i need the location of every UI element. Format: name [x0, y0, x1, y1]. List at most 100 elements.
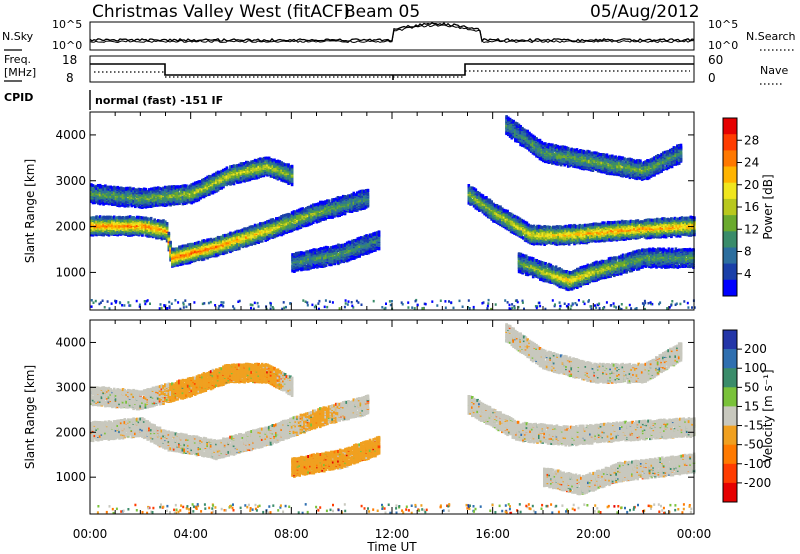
range-cell [232, 240, 236, 244]
range-cell [255, 228, 259, 232]
range-cell [238, 229, 241, 233]
range-cell [169, 240, 172, 244]
range-cell [222, 178, 225, 182]
range-cell [208, 244, 211, 247]
range-cell [183, 184, 186, 188]
range-cell [116, 230, 119, 234]
range-cell [260, 158, 264, 161]
range-cell [241, 175, 245, 179]
range-cell [178, 245, 181, 249]
range-cell [193, 197, 197, 201]
range-cell [192, 184, 195, 188]
range-cell [225, 235, 229, 239]
range-cell [102, 185, 105, 188]
range-cell [308, 221, 311, 225]
range-cell [201, 191, 204, 195]
range-cell [102, 198, 105, 202]
range-cell [165, 196, 169, 200]
range-cell [171, 197, 174, 201]
range-cell [273, 164, 276, 167]
range-cell [156, 223, 160, 227]
range-cell [95, 193, 98, 197]
range-cell [271, 218, 275, 222]
range-cell [201, 249, 204, 253]
range-cell [252, 160, 255, 163]
range-cell [193, 242, 197, 245]
range-cell [164, 192, 167, 196]
range-cell [213, 172, 216, 176]
range-cell [112, 232, 116, 236]
range-cell [162, 225, 165, 228]
range-cell [144, 228, 148, 232]
range-cell [361, 189, 364, 193]
range-cell [190, 257, 193, 261]
range-cell [245, 176, 248, 180]
range-cell [137, 215, 141, 219]
range-cell [93, 231, 97, 235]
range-cell [142, 187, 146, 191]
range-cell [156, 221, 160, 225]
range-cell [167, 248, 171, 252]
range-cell [306, 218, 310, 222]
range-cell [169, 191, 172, 195]
range-cell [250, 237, 253, 241]
range-cell [222, 169, 225, 172]
range-cell [220, 169, 223, 173]
range-cell [123, 219, 127, 223]
range-cell [264, 235, 267, 239]
range-cell [125, 223, 128, 227]
range-cell [322, 200, 326, 204]
range-cell [112, 215, 116, 219]
range-cell [179, 258, 183, 262]
range-cell [312, 205, 315, 208]
range-cell [109, 226, 112, 230]
range-cell [209, 246, 213, 249]
range-cell [333, 204, 336, 208]
range-cell [349, 197, 352, 201]
range-cell [218, 249, 222, 253]
range-cell [174, 185, 178, 189]
range-cell [238, 245, 241, 249]
range-cell [264, 156, 267, 160]
range-cell [345, 202, 348, 206]
range-cell [114, 216, 118, 220]
range-cell [190, 185, 193, 189]
range-cell [139, 188, 142, 191]
range-cell [301, 210, 304, 214]
range-cell [155, 225, 158, 229]
freq-tick-bottom: 8 [66, 71, 74, 85]
range-cell [260, 239, 264, 243]
range-cell [119, 216, 123, 220]
range-cell [303, 219, 306, 223]
range-cell [347, 198, 350, 202]
range-cell [104, 184, 107, 188]
range-cell [283, 219, 287, 223]
range-cell [234, 166, 238, 170]
range-cell [137, 189, 141, 193]
range-cell [329, 205, 333, 209]
range-cell [239, 176, 243, 180]
range-cell [220, 251, 223, 255]
range-cell [112, 191, 116, 195]
range-cell [105, 201, 109, 205]
range-cell [317, 207, 320, 211]
range-cell [340, 202, 343, 206]
range-cell [243, 174, 246, 178]
range-cell [299, 207, 303, 211]
range-cell [151, 197, 155, 201]
range-cell [104, 224, 107, 228]
range-cell [155, 228, 158, 232]
range-cell [199, 254, 202, 258]
nave-tick-top: 60 [708, 53, 723, 67]
range-cell [171, 193, 174, 197]
range-cell [144, 216, 148, 220]
range-cell [195, 256, 199, 260]
range-cell [95, 233, 98, 237]
range-cell [296, 222, 299, 226]
range-cell [232, 233, 236, 237]
range-cell [134, 188, 137, 192]
range-cell [347, 203, 350, 207]
range-cell [209, 175, 213, 179]
range-cell [289, 213, 292, 217]
range-cell [105, 230, 109, 234]
